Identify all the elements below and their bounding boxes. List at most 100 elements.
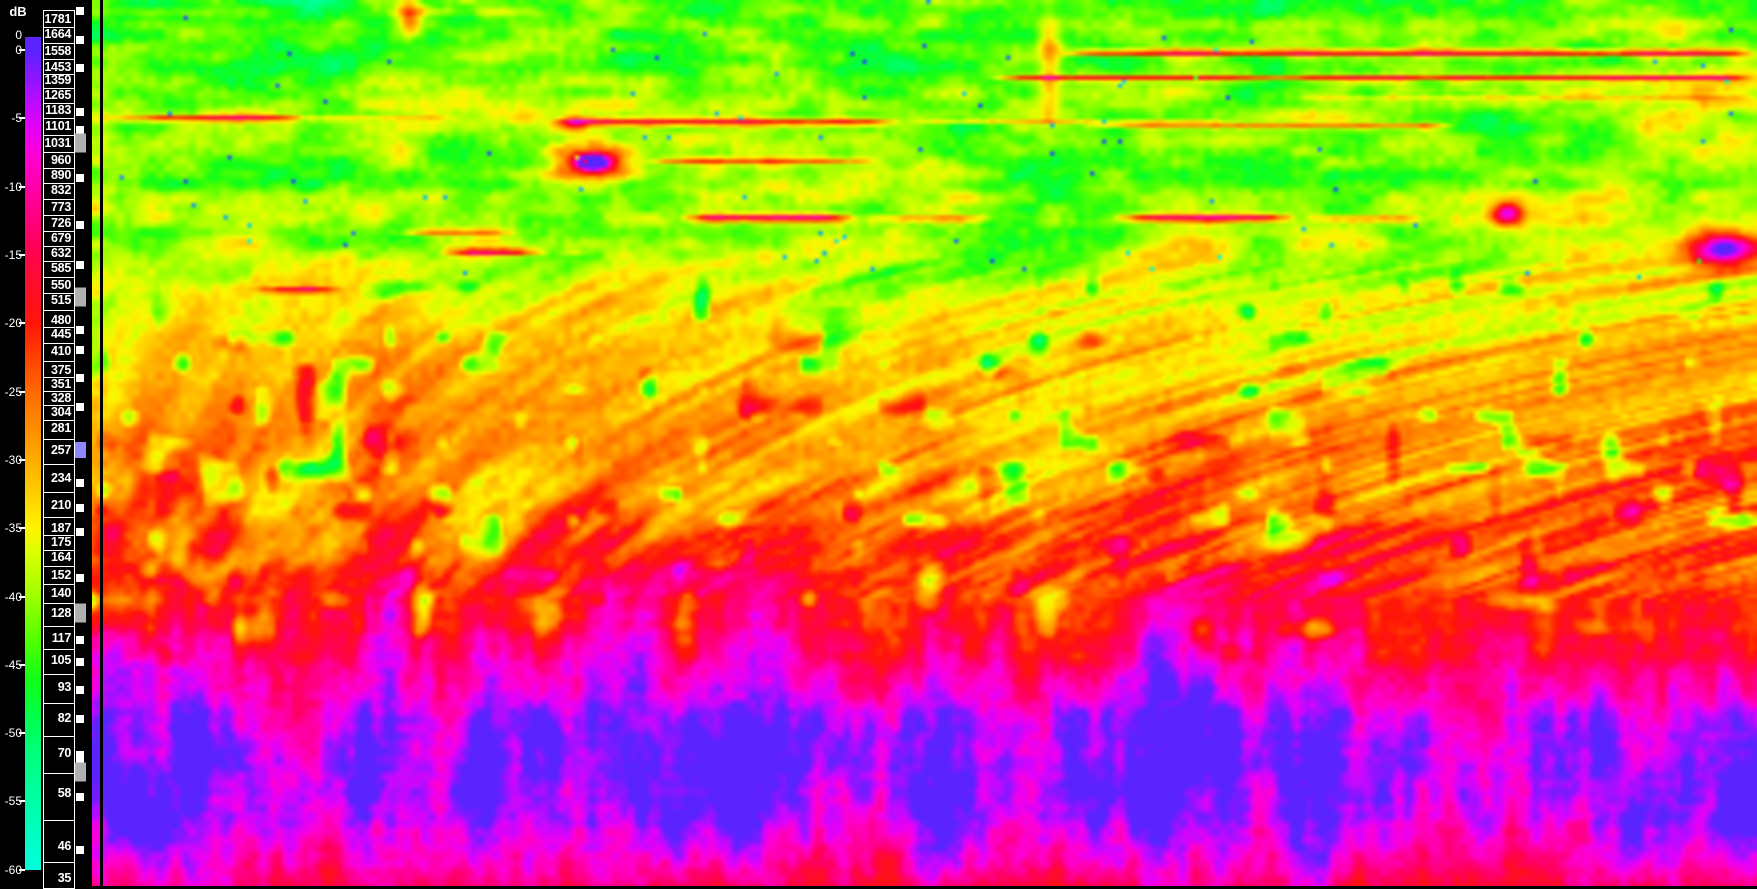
freq-tick-marker-white <box>76 636 84 644</box>
freq-tick-marker-white <box>76 793 84 801</box>
freq-label: 46 <box>57 839 72 853</box>
freq-label: 1101 <box>45 119 71 133</box>
freq-label: 679 <box>51 231 71 245</box>
db-tick-label: -20 <box>4 316 22 330</box>
freq-box-separator <box>43 377 75 378</box>
freq-tick-marker-white <box>76 846 84 854</box>
freq-label: 234 <box>51 471 71 485</box>
db-tick-label: -50 <box>4 726 22 740</box>
freq-label: 445 <box>51 327 71 341</box>
freq-box-separator <box>43 492 75 493</box>
db-tick-label: -35 <box>4 521 22 535</box>
db-tick-label: -25 <box>4 385 22 399</box>
freq-tick-marker-white <box>76 751 84 759</box>
freq-box-separator <box>43 118 75 119</box>
freq-box-separator <box>43 43 75 44</box>
db-tick <box>19 596 25 598</box>
freq-box-separator <box>43 10 75 11</box>
db-tick-label: -15 <box>4 248 22 262</box>
freq-box-separator <box>43 862 75 863</box>
freq-box-separator <box>43 199 75 200</box>
db-tick-label: 0 <box>0 43 22 57</box>
freq-label: 773 <box>51 200 71 214</box>
db-tick <box>19 732 25 734</box>
freq-tick-marker-white <box>76 658 84 666</box>
db-tick-label: -60 <box>4 863 22 877</box>
freq-label: 1781 <box>44 12 71 26</box>
db-tick <box>19 664 25 666</box>
freq-tick-marker-white <box>76 757 84 765</box>
db-tick <box>19 869 25 871</box>
freq-label: 410 <box>51 344 71 358</box>
db-tick <box>19 800 25 802</box>
freq-tick-marker-white <box>76 374 84 382</box>
freq-box-separator <box>43 277 75 278</box>
freq-box-separator <box>43 820 75 821</box>
freq-box-separator <box>43 649 75 650</box>
freq-box-separator <box>43 27 75 28</box>
db-tick-label: -5 <box>11 111 22 125</box>
freq-tick-marker-gray <box>75 287 86 307</box>
freq-tick-marker-white <box>76 403 84 411</box>
freq-label: 175 <box>51 535 71 549</box>
freq-label: 58 <box>57 786 72 800</box>
freq-box-separator <box>43 74 75 75</box>
freq-box-separator <box>43 464 75 465</box>
freq-tick-marker-gray <box>75 603 86 623</box>
freq-box-separator <box>43 152 75 153</box>
freq-tick-marker-white <box>76 528 84 536</box>
spectrum-strip-divider <box>100 0 103 889</box>
freq-axis-line <box>43 10 44 889</box>
freq-box-separator <box>43 261 75 262</box>
freq-label: 515 <box>51 293 71 307</box>
freq-label: 328 <box>51 391 71 405</box>
freq-tick-marker-white <box>76 108 84 116</box>
freq-label: 140 <box>51 586 71 600</box>
freq-label: 187 <box>51 521 71 535</box>
freq-box-separator <box>43 736 75 737</box>
freq-axis-line <box>74 10 75 889</box>
freq-box-separator <box>43 327 75 328</box>
freq-tick-marker-white <box>76 346 84 354</box>
freq-box-separator <box>43 773 75 774</box>
freq-label: 585 <box>51 261 71 275</box>
freq-label: 152 <box>51 568 71 582</box>
freq-box-separator <box>43 168 75 169</box>
freq-box-separator <box>43 566 75 567</box>
db-tick-label: -40 <box>4 590 22 604</box>
freq-box-separator <box>43 517 75 518</box>
freq-tick-marker-white <box>76 686 84 694</box>
freq-box-separator <box>43 135 75 136</box>
freq-box-separator <box>43 703 75 704</box>
freq-box-separator <box>43 674 75 675</box>
freq-label: 1558 <box>44 44 71 58</box>
freq-label: 550 <box>51 278 71 292</box>
db-tick <box>19 459 25 461</box>
freq-label: 35 <box>57 871 72 885</box>
freq-label: 281 <box>51 421 71 435</box>
freq-tick-marker-white <box>76 221 84 229</box>
freq-tick-marker-white <box>76 479 84 487</box>
freq-box-separator <box>43 293 75 294</box>
freq-box-separator <box>43 215 75 216</box>
freq-label: 632 <box>51 246 71 260</box>
freq-box-separator <box>43 88 75 89</box>
freq-tick-marker-white <box>76 574 84 582</box>
db-axis-title: dB <box>9 4 27 19</box>
freq-box-separator <box>43 183 75 184</box>
freq-box-separator <box>43 584 75 585</box>
db-tick-label: -55 <box>4 794 22 808</box>
db-tick-label: -10 <box>4 180 22 194</box>
freq-box-separator <box>43 405 75 406</box>
db-tick-label: -45 <box>4 658 22 672</box>
db-tick <box>19 391 25 393</box>
freq-label: 210 <box>51 498 71 512</box>
freq-label: 164 <box>51 550 71 564</box>
freq-box-separator <box>43 391 75 392</box>
freq-box-separator <box>43 310 75 311</box>
freq-box-separator <box>43 550 75 551</box>
freq-box-separator <box>43 439 75 440</box>
freq-tick-marker-white <box>76 326 84 334</box>
